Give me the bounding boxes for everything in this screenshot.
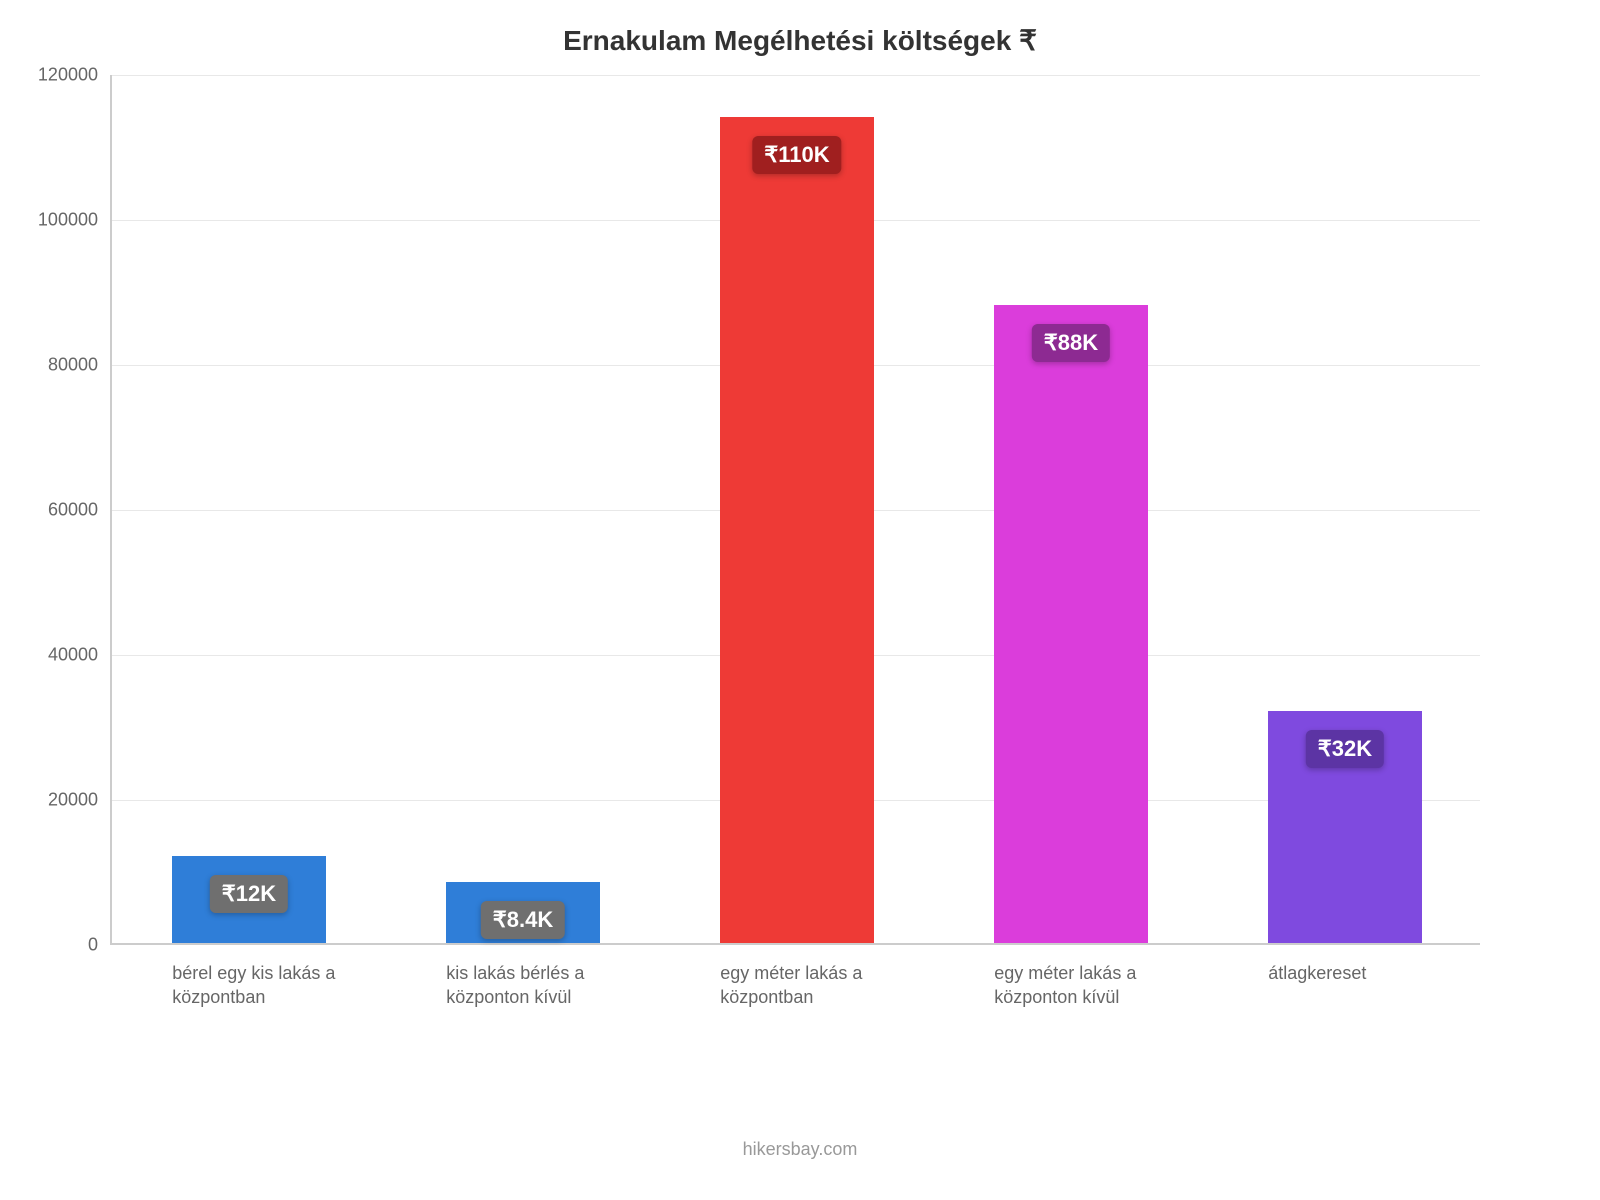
gridline xyxy=(112,75,1480,76)
bar: ₹8.4K xyxy=(446,882,599,943)
chart-container: Ernakulam Megélhetési költségek ₹ 020000… xyxy=(0,0,1600,1200)
x-axis-category-label: egy méter lakás a központon kívül xyxy=(994,943,1187,1010)
bar-value-badge: ₹32K xyxy=(1306,730,1384,768)
x-axis-category-label: átlagkereset xyxy=(1268,943,1461,985)
x-axis-category-label: bérel egy kis lakás a központban xyxy=(172,943,365,1010)
plot-area: 020000400006000080000100000120000₹12Kbér… xyxy=(110,75,1480,945)
chart-title: Ernakulam Megélhetési költségek ₹ xyxy=(0,24,1600,57)
bar-value-badge: ₹8.4K xyxy=(481,901,565,939)
bar: ₹32K xyxy=(1268,711,1421,943)
bar: ₹88K xyxy=(994,305,1147,943)
y-axis-tick-label: 60000 xyxy=(48,500,112,521)
y-axis-tick-label: 100000 xyxy=(38,210,112,231)
x-axis-category-label: egy méter lakás a központban xyxy=(720,943,913,1010)
bar-value-badge: ₹12K xyxy=(210,875,288,913)
bar: ₹110K xyxy=(720,117,873,944)
y-axis-tick-label: 20000 xyxy=(48,790,112,811)
attribution-text: hikersbay.com xyxy=(0,1139,1600,1160)
bar-value-badge: ₹110K xyxy=(752,136,841,174)
bar: ₹12K xyxy=(172,856,325,943)
x-axis-category-label: kis lakás bérlés a központon kívül xyxy=(446,943,639,1010)
y-axis-tick-label: 40000 xyxy=(48,645,112,666)
y-axis-tick-label: 120000 xyxy=(38,65,112,86)
y-axis-tick-label: 80000 xyxy=(48,355,112,376)
y-axis-tick-label: 0 xyxy=(88,935,112,956)
bar-value-badge: ₹88K xyxy=(1032,324,1110,362)
